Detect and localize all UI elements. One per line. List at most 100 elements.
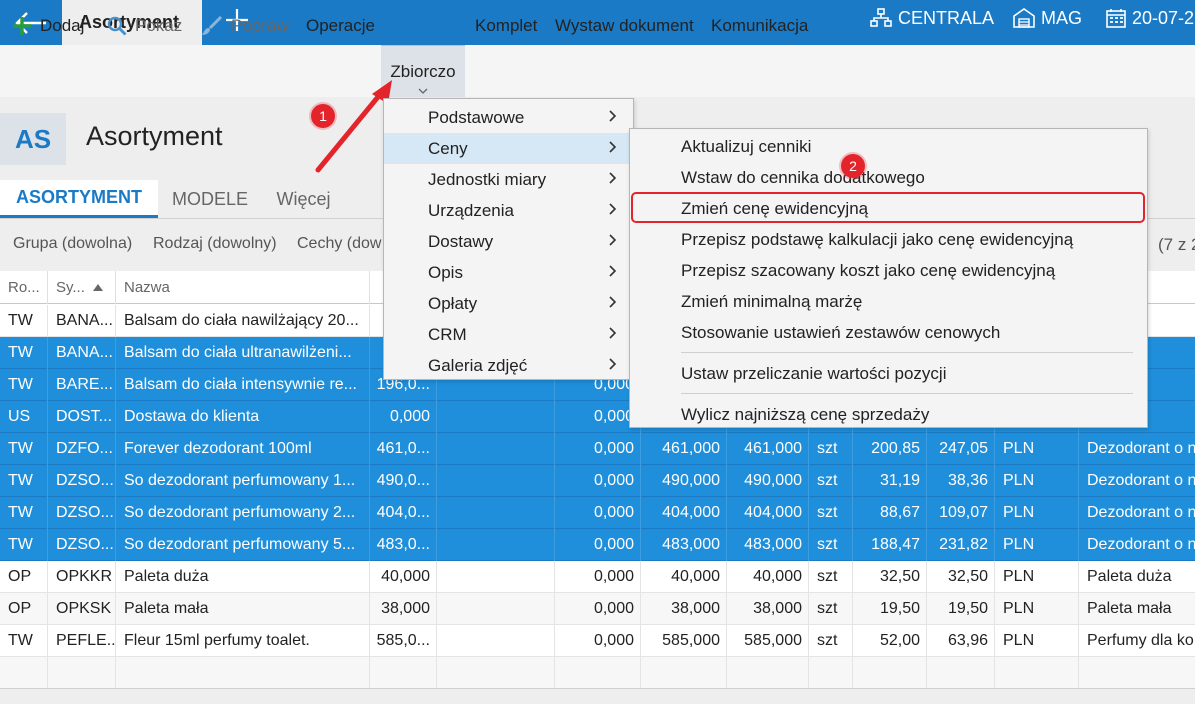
cell-gross-price: 231,82	[927, 529, 995, 561]
prices-menu-item[interactable]: Przepisz podstawę kalkulacji jako cenę e…	[681, 229, 1074, 249]
cell-qty: 404,0...	[370, 497, 437, 529]
submenu-item[interactable]: Podstawowe	[384, 102, 633, 133]
cell-gross-price: 247,05	[927, 433, 995, 465]
features-filter[interactable]: Cechy (dow	[297, 235, 382, 252]
submenu-item[interactable]: Urządzenia	[384, 195, 633, 226]
submenu-item-label: Opłaty	[428, 293, 478, 313]
prices-menu-item[interactable]: Stosowanie ustawień zestawów cenowych	[681, 322, 1001, 342]
cell-type: TW	[0, 529, 48, 561]
cell-unit: szt	[809, 625, 853, 657]
bulk-menu-button[interactable]: Zbiorczo	[381, 45, 465, 97]
prices-menu-item[interactable]: Aktualizuj cenniki	[681, 136, 812, 156]
date-selector[interactable]: 20-07-2	[1106, 0, 1194, 36]
cell-unit: szt	[809, 529, 853, 561]
warehouse-icon	[1013, 8, 1035, 28]
branch-selector[interactable]: CENTRALA	[870, 0, 994, 36]
column-header-name[interactable]: Nazwa	[116, 271, 370, 304]
submenu-item[interactable]: Opłaty	[384, 288, 633, 319]
cell-reserved: 0,000	[555, 433, 641, 465]
add-button-label: Dodaj	[40, 16, 85, 35]
edit-button[interactable]: Popraw	[201, 0, 289, 52]
cell-reserved: 0,000	[555, 529, 641, 561]
cell-gross-price: 109,07	[927, 497, 995, 529]
cell-description: Perfumy dla ko	[1087, 632, 1194, 649]
cell-symbol: DZSO...	[48, 529, 116, 561]
prices-menu-item[interactable]: Przepisz szacowany koszt jako cenę ewide…	[681, 260, 1056, 280]
show-button[interactable]: Pokaż	[107, 0, 182, 52]
table-row[interactable]: OP OPKSK Paleta mała 38,000 0,000 38,000 38,00…	[0, 593, 1195, 625]
tab-modele[interactable]: MODELE	[171, 188, 249, 209]
column-header-symbol[interactable]: Sy...	[48, 271, 116, 304]
warehouse-label: MAG	[1041, 7, 1083, 28]
submenu-item[interactable]: Dostawy	[384, 226, 633, 257]
cell-description: Dezodorant o n	[1087, 440, 1195, 457]
cell-net-price: 200,85	[853, 433, 927, 465]
prices-menu-item[interactable]: Wylicz najniższą cenę sprzedaży	[681, 404, 930, 424]
table-row[interactable]: TW DZSO... So dezodorant perfumowany 2... 4…	[0, 497, 1195, 529]
cell-reserved: 0,000	[555, 625, 641, 657]
submenu-item[interactable]: Jednostki miary	[384, 164, 633, 195]
bottom-scrollbar[interactable]	[0, 688, 1195, 704]
cell-stock: 490,000	[727, 465, 809, 497]
prices-menu-item[interactable]: Ustaw przeliczanie wartości pozycji	[681, 363, 947, 383]
cell-currency: PLN	[995, 625, 1079, 657]
kit-button[interactable]: Komplet	[475, 16, 538, 35]
table-row[interactable]: TW PEFLE... Fleur 15ml perfumy toalet. 585,…	[0, 625, 1195, 657]
cell-stock: 585,000	[727, 625, 809, 657]
type-filter[interactable]: Rodzaj (dowolny)	[153, 235, 277, 252]
cell-type: OP	[0, 593, 48, 625]
prices-menu-item[interactable]: Zmień minimalną marżę	[681, 291, 863, 311]
column-header-type[interactable]: Ro...	[0, 271, 48, 304]
cell-stock	[727, 657, 809, 689]
group-filter[interactable]: Grupa (dowolna)	[13, 235, 133, 252]
submenu-item-label: Urządzenia	[428, 200, 514, 220]
table-row[interactable]: TW DZSO... So dezodorant perfumowany 1... 4…	[0, 465, 1195, 497]
cell-reserved: 0,000	[555, 497, 641, 529]
prices-menu-item[interactable]: Wstaw do cennika dodatkowego	[681, 167, 925, 187]
table-row[interactable]	[0, 657, 1195, 689]
cell-available: 40,000	[641, 561, 727, 593]
cell-name	[116, 657, 370, 689]
submenu-item[interactable]: Ceny	[384, 133, 633, 164]
cell-type: TW	[0, 465, 48, 497]
warehouse-selector[interactable]: MAG	[1013, 0, 1082, 36]
branch-label: CENTRALA	[898, 7, 995, 28]
cell-type: TW	[0, 433, 48, 465]
chevron-right-icon	[609, 358, 617, 370]
cell-symbol: BANA...	[48, 337, 116, 369]
operations-button[interactable]: Operacje	[306, 16, 375, 35]
cell-unit: szt	[809, 561, 853, 593]
cell-name: Paleta duża	[116, 561, 370, 593]
add-tab-button[interactable]	[222, 5, 252, 35]
tab-more[interactable]: Więcej	[276, 188, 331, 209]
submenu-item[interactable]: CRM	[384, 319, 633, 350]
tab-asortyment[interactable]: Asortyment	[62, 0, 202, 45]
submenu-item[interactable]: Opis	[384, 257, 633, 288]
prices-menu-item[interactable]: Zmień cenę ewidencyjną	[681, 198, 869, 218]
cell-unit: szt	[809, 465, 853, 497]
chevron-right-icon	[609, 141, 617, 153]
cell-empty	[437, 465, 555, 497]
issue-document-button[interactable]: Wystaw dokument	[555, 16, 694, 35]
cell-stock: 404,000	[727, 497, 809, 529]
cell-description	[1079, 657, 1195, 689]
cell-type: OP	[0, 561, 48, 593]
submenu-item[interactable]: Galeria zdjęć	[384, 350, 633, 381]
communication-button[interactable]: Komunikacja	[711, 16, 809, 35]
plus-icon	[13, 17, 31, 35]
cell-symbol: OPKKR	[48, 561, 116, 593]
cell-empty	[437, 401, 555, 433]
cell-empty	[437, 593, 555, 625]
table-row[interactable]: TW DZSO... So dezodorant perfumowany 5... 4…	[0, 529, 1195, 561]
cell-net-price: 52,00	[853, 625, 927, 657]
add-button[interactable]: Dodaj	[12, 0, 84, 52]
chevron-right-icon	[609, 327, 617, 339]
menu-separator	[681, 393, 1133, 394]
table-row[interactable]: OP OPKKR Paleta duża 40,000 0,000 40,000 40,00…	[0, 561, 1195, 593]
table-row[interactable]: TW DZFO... Forever dezodorant 100ml 461,0..…	[0, 433, 1195, 465]
cell-name: Balsam do ciała nawilżający 20...	[116, 305, 370, 337]
tab-asortyment-list[interactable]: ASORTYMENT	[0, 180, 158, 218]
module-badge: AS	[0, 113, 66, 165]
cell-stock: 461,000	[727, 433, 809, 465]
cell-type: TW	[0, 369, 48, 401]
